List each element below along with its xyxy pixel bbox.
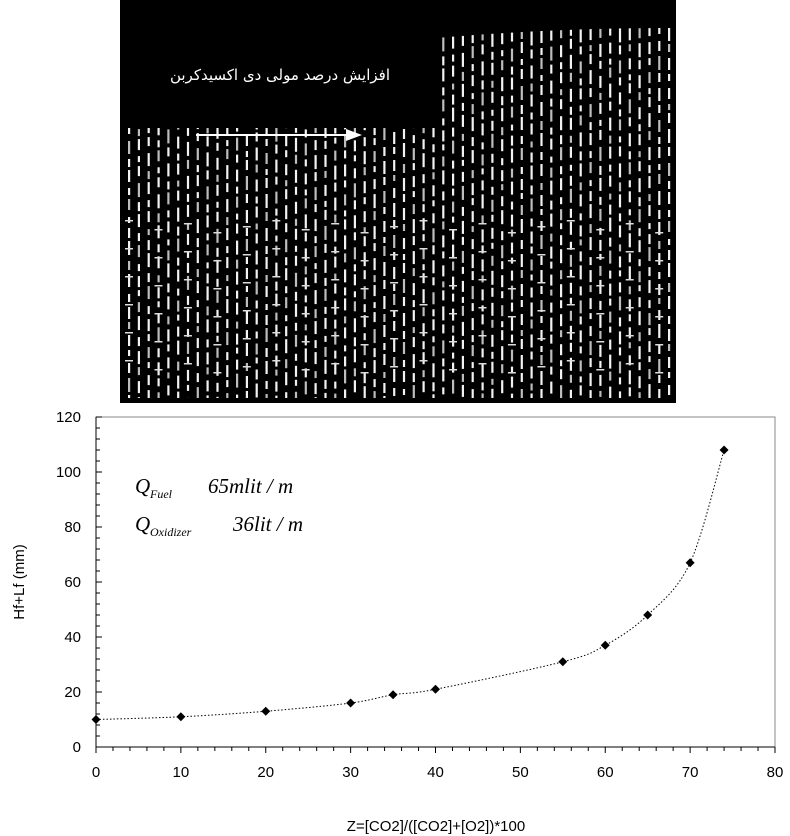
data-point-marker xyxy=(719,445,729,455)
flame-strip xyxy=(461,35,464,397)
x-tick-label: 30 xyxy=(342,764,359,781)
flame-strip xyxy=(432,38,435,398)
fuel-q-symbol: Q xyxy=(135,474,150,498)
flame-strip xyxy=(566,29,575,398)
x-tick-label: 0 xyxy=(92,764,100,781)
flame-strip xyxy=(596,28,605,397)
data-points xyxy=(91,445,729,724)
trend-line xyxy=(95,449,725,720)
flame-strip xyxy=(589,29,592,398)
x-tick-label: 80 xyxy=(767,764,784,781)
data-point-marker xyxy=(685,558,695,568)
y-tick-label: 80 xyxy=(64,519,81,536)
flame-strip xyxy=(579,29,582,396)
flame-strip xyxy=(285,55,288,398)
photo-caption: افزایش درصد مولی دی اکسیدکربن xyxy=(170,66,390,84)
flame-strip xyxy=(491,33,494,398)
fuel-q-subscript: Fuel xyxy=(149,487,173,501)
plot-frame xyxy=(95,416,776,748)
x-tick-label: 70 xyxy=(682,764,699,781)
x-tick-label: 40 xyxy=(427,764,444,781)
oxidizer-q-subscript: Oxidizer xyxy=(150,525,192,539)
oxidizer-flow-value: 36lit / m xyxy=(232,512,303,536)
y-tick-label: 20 xyxy=(64,684,81,701)
oxidizer-flow-annotation: Q Oxidizer 36lit / m xyxy=(135,512,303,539)
chart-panel: 0 10 20 30 40 50 60 70 80 0 20 40 60 80 100 120 Z=[CO2]… xyxy=(11,409,783,835)
data-point-marker xyxy=(431,684,440,694)
data-point-marker xyxy=(176,712,186,722)
data-point-marker xyxy=(261,706,271,716)
y-tick-label: 100 xyxy=(56,464,81,481)
flame-strip xyxy=(507,32,516,398)
x-tick-label: 10 xyxy=(173,764,190,781)
flame-strip xyxy=(449,36,457,394)
flame-strip xyxy=(478,34,487,398)
flame-strip xyxy=(520,32,523,398)
fuel-flow-annotation: Q Fuel 65mlit / m xyxy=(135,474,293,501)
y-axis-label: Hf+Lf (mm) xyxy=(11,544,28,619)
flame-strip xyxy=(501,33,504,394)
data-point-marker xyxy=(388,690,398,700)
flame-strip xyxy=(668,28,671,395)
flame-strip xyxy=(550,30,553,394)
x-axis-label: Z=[CO2]/([CO2]+[O2])*100 xyxy=(347,818,525,835)
flame-strip xyxy=(226,64,229,398)
y-tick-label: 120 xyxy=(56,409,81,426)
flame-strip xyxy=(442,37,445,395)
data-point-marker xyxy=(558,657,568,667)
flame-strip xyxy=(242,61,251,398)
data-point-marker xyxy=(91,715,101,724)
y-tick-label: 60 xyxy=(64,574,81,591)
flame-strip xyxy=(125,82,133,398)
flame-strip xyxy=(618,28,622,398)
flame-strip xyxy=(638,28,641,398)
x-tick-label: 20 xyxy=(257,764,274,781)
axes: 0 10 20 30 40 50 60 70 80 0 20 40 60 80 100 120 xyxy=(56,409,783,781)
y-tick-label: 40 xyxy=(64,629,81,646)
direction-arrow-head xyxy=(346,129,362,141)
flame-strip xyxy=(609,28,612,398)
flame-strip xyxy=(655,28,664,398)
data-point-marker xyxy=(346,698,356,708)
data-point-marker xyxy=(643,610,653,620)
flame-strip xyxy=(625,28,634,397)
flame-strip xyxy=(648,28,651,398)
fuel-flow-value: 65mlit / m xyxy=(208,474,293,498)
flame-strip xyxy=(530,31,533,398)
x-tick-label: 60 xyxy=(597,764,614,781)
flame-photo-panel: افزایش درصد مولی دی اکسیدکربن xyxy=(120,0,676,403)
data-point-marker xyxy=(600,640,610,650)
caption-box xyxy=(120,20,436,128)
flame-strip xyxy=(471,35,474,398)
x-tick-label: 50 xyxy=(512,764,529,781)
flame-strip xyxy=(537,31,546,398)
oxidizer-q-symbol: Q xyxy=(135,512,150,536)
flame-strip xyxy=(560,30,563,398)
y-tick-label: 0 xyxy=(73,739,81,756)
